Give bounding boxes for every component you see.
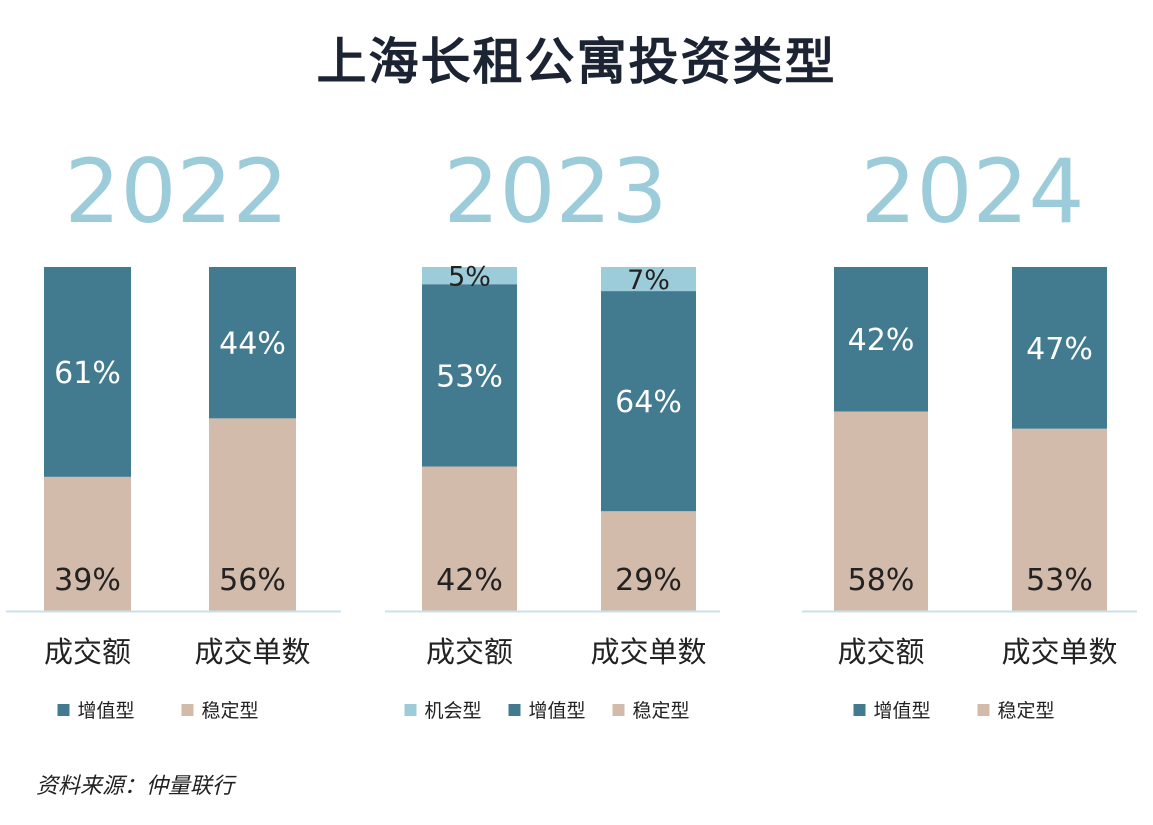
bar-segment bbox=[601, 511, 696, 611]
legend-label: 增值型 bbox=[78, 700, 135, 722]
bar-segment bbox=[209, 267, 296, 419]
legend-label: 稳定型 bbox=[633, 700, 690, 722]
data-label: 39% bbox=[54, 563, 121, 598]
legend-label: 稳定型 bbox=[202, 700, 259, 722]
bar-segment bbox=[209, 418, 296, 611]
category-label: 成交单数 bbox=[590, 635, 706, 669]
data-label: 42% bbox=[848, 323, 915, 358]
legend-swatch bbox=[181, 704, 194, 716]
category-label: 成交额 bbox=[837, 635, 924, 669]
data-label: 29% bbox=[615, 563, 682, 598]
chart-title: 2022 bbox=[65, 140, 289, 243]
data-label: 56% bbox=[219, 563, 286, 598]
legend-label: 机会型 bbox=[425, 700, 482, 722]
data-label: 47% bbox=[1026, 332, 1093, 367]
data-label: 42% bbox=[436, 563, 503, 598]
category-label: 成交单数 bbox=[194, 635, 310, 669]
category-label: 成交单数 bbox=[1001, 635, 1117, 669]
chart-title: 2024 bbox=[861, 140, 1085, 243]
bar-segment bbox=[601, 291, 696, 512]
category-label: 成交额 bbox=[44, 635, 131, 669]
bar-segment bbox=[601, 267, 696, 292]
bar-segment bbox=[422, 284, 517, 467]
data-label: 53% bbox=[436, 359, 503, 394]
data-label: 5% bbox=[448, 262, 491, 293]
data-label: 61% bbox=[54, 356, 121, 391]
bar-segment bbox=[422, 267, 517, 285]
bar-segment bbox=[834, 267, 928, 412]
category-label: 成交额 bbox=[426, 635, 513, 669]
page-title: 上海长租公寓投资类型 bbox=[316, 33, 837, 91]
bar-segment bbox=[1012, 267, 1107, 429]
data-label: 44% bbox=[219, 327, 286, 362]
bar-segment bbox=[834, 411, 928, 611]
bar-segment bbox=[44, 267, 131, 477]
legend-label: 稳定型 bbox=[998, 700, 1055, 722]
data-label: 58% bbox=[848, 563, 915, 598]
legend-label: 增值型 bbox=[529, 700, 586, 722]
legend-swatch bbox=[57, 704, 70, 716]
legend-label: 增值型 bbox=[874, 700, 931, 722]
legend-swatch bbox=[508, 704, 521, 716]
source-note: 资料来源：仲量联行 bbox=[36, 774, 235, 799]
data-label: 64% bbox=[615, 385, 682, 420]
bar-segment bbox=[1012, 428, 1107, 611]
legend-swatch bbox=[977, 704, 990, 716]
legend-swatch bbox=[853, 704, 866, 716]
data-label: 53% bbox=[1026, 563, 1093, 598]
legend-swatch bbox=[612, 704, 625, 716]
bar-segment bbox=[422, 466, 517, 611]
bar-segment bbox=[44, 476, 131, 611]
data-label: 7% bbox=[627, 265, 670, 296]
chart-title: 2023 bbox=[444, 140, 668, 243]
legend-swatch bbox=[404, 704, 417, 716]
